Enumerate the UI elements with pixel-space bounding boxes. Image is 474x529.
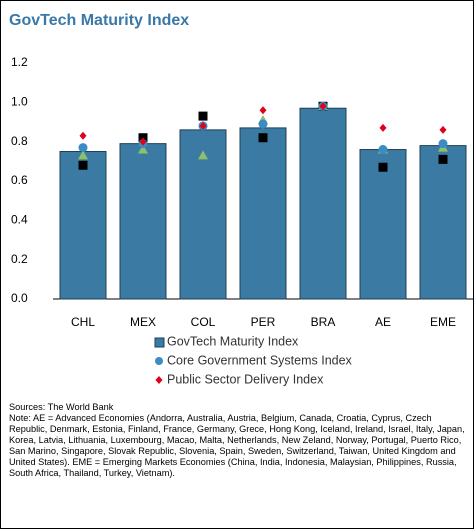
y-tick-label: 0.2: [11, 252, 28, 266]
y-tick-label: 0.6: [11, 173, 28, 187]
chart: GovTech Maturity Index 0.0 0.2 0.4 0.6 0.8 1.…: [9, 12, 473, 386]
circle-marker: [378, 145, 388, 155]
x-tick-label: BRA: [311, 315, 336, 329]
y-tick-label: 1.2: [11, 55, 28, 69]
square-marker: [378, 162, 388, 172]
square-marker: [438, 154, 448, 164]
notes: Sources: The World Bank Note: AE = Advan…: [9, 402, 471, 479]
y-tick-label: 0.0: [11, 291, 28, 305]
diamond-marker: [319, 102, 327, 111]
x-tick-label: COL: [191, 315, 216, 329]
square-marker: [258, 133, 268, 143]
diamond-marker: [139, 137, 147, 146]
y-tick-label: 0.4: [11, 213, 28, 227]
bar: [239, 127, 287, 300]
diamond-marker: [259, 106, 267, 115]
circle-marker: [438, 139, 448, 149]
diamond-marker: [379, 123, 387, 132]
x-tick-label: AE: [375, 315, 391, 329]
legend-label: GovTech Maturity Index: [167, 334, 299, 348]
circle-marker: [258, 119, 268, 129]
bar: [419, 145, 467, 300]
triangle-marker: [138, 144, 148, 154]
bar: [59, 151, 107, 300]
circle-marker: [78, 143, 88, 153]
x-tick-label: PER: [251, 315, 276, 329]
triangle-marker: [198, 150, 208, 160]
x-tick-label: MEX: [130, 315, 156, 329]
y-tick-label: 0.8: [11, 134, 28, 148]
x-tick-label: CHL: [71, 315, 95, 329]
triangle-marker: [78, 150, 88, 160]
bar: [119, 143, 167, 300]
diamond-marker: [79, 131, 87, 140]
x-tick-label: EME: [430, 315, 456, 329]
legend-label: Public Sector Delivery Index: [167, 372, 324, 386]
square-marker: [78, 160, 88, 170]
legend-swatch: [155, 376, 163, 384]
legend-swatch: [155, 357, 163, 365]
legend-label: Core Government Systems Index: [167, 353, 353, 367]
legend-swatch: [154, 337, 165, 348]
y-tick-label: 1.0: [11, 95, 28, 109]
square-marker: [198, 111, 208, 121]
bar: [299, 107, 347, 300]
diamond-marker: [199, 121, 207, 130]
sources: Sources: The World Bank: [9, 402, 114, 412]
chart-title: GovTech Maturity Index: [9, 12, 189, 29]
note: Note: AE = Advanced Economies (Andorra, …: [9, 413, 465, 478]
bar: [359, 149, 407, 300]
diamond-marker: [439, 125, 447, 134]
